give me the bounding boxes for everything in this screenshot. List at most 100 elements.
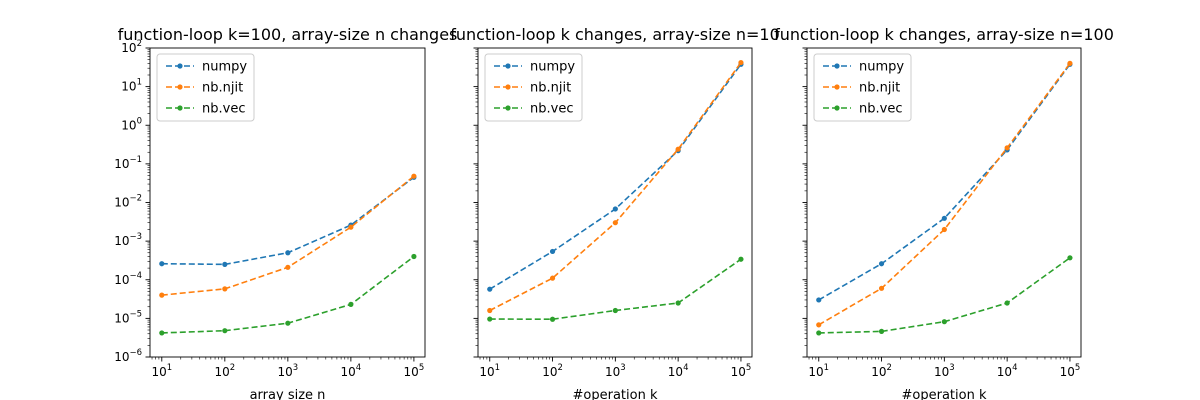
x-tick-label: 103	[934, 363, 955, 379]
legend: numpy nb.njit nb.vec	[156, 53, 255, 122]
data-point	[1067, 60, 1073, 66]
y-tick-label: 10−6	[114, 348, 142, 364]
data-point	[285, 320, 291, 326]
legend-marker	[505, 63, 511, 69]
data-point	[411, 173, 417, 179]
data-point	[348, 301, 354, 308]
series-nb-njit	[816, 60, 1073, 328]
series-nb-vec	[159, 253, 417, 336]
legend-label: nb.vec	[530, 102, 573, 117]
y-tick-label: 10−4	[114, 271, 142, 287]
data-point	[487, 307, 493, 314]
series-nb-vec	[816, 255, 1073, 336]
y-tick-label: 102	[121, 39, 142, 55]
data-point	[816, 322, 822, 328]
subplot-1: function-loop k=100, array-size n change…	[114, 25, 457, 400]
data-point	[222, 286, 228, 292]
data-point	[738, 256, 744, 262]
subplot-3: function-loop k changes, array-size n=10…	[774, 25, 1114, 400]
legend-marker	[177, 63, 183, 69]
data-point	[612, 220, 618, 226]
series-nb-njit	[487, 59, 744, 314]
x-tick-label: 104	[341, 363, 362, 379]
x-tick-label: 104	[668, 363, 689, 379]
data-point	[549, 248, 556, 255]
x-tick-label: 102	[871, 363, 892, 379]
series-line	[818, 63, 1071, 301]
y-tick-label: 10−1	[114, 155, 142, 171]
x-axis-label: array size n	[250, 388, 326, 400]
data-point	[159, 261, 165, 267]
legend-label: nb.njit	[202, 81, 243, 96]
x-tick-label: 101	[808, 363, 829, 379]
legend: numpy nb.njit nb.vec	[484, 53, 583, 122]
legend-label: nb.vec	[202, 102, 245, 117]
data-point	[285, 264, 291, 270]
data-point	[348, 224, 354, 230]
series-line	[161, 175, 415, 296]
legend-marker	[505, 84, 511, 90]
x-tick-label: 103	[605, 363, 626, 379]
legend-label: numpy	[530, 60, 575, 75]
legend-label: numpy	[202, 60, 247, 75]
data-point	[675, 146, 681, 152]
subplot-title: function-loop k changes, array-size n=10…	[774, 25, 1114, 44]
legend-box	[156, 53, 255, 122]
data-point	[941, 319, 947, 325]
data-point	[222, 328, 228, 334]
x-tick-label: 105	[1060, 363, 1081, 379]
data-point	[487, 286, 493, 292]
legend: numpy nb.njit nb.vec	[813, 53, 912, 122]
x-tick-label: 102	[214, 363, 235, 379]
legend-marker	[834, 63, 840, 69]
x-tick-label: 101	[151, 363, 172, 379]
data-point	[878, 285, 885, 291]
x-tick-label: 103	[277, 363, 298, 379]
data-point	[612, 206, 618, 212]
series-nb-njit	[159, 173, 417, 298]
data-point	[941, 215, 947, 221]
data-point	[612, 307, 618, 314]
data-point	[816, 297, 822, 303]
x-axis-label: #operation k	[573, 388, 658, 400]
y-tick-label: 101	[121, 78, 142, 94]
legend-marker	[177, 105, 183, 111]
data-point	[1067, 255, 1073, 261]
legend-marker	[834, 84, 840, 90]
series-nb-vec	[487, 256, 744, 322]
axes-frame	[477, 47, 753, 358]
legend-label: nb.njit	[530, 81, 571, 96]
data-point	[487, 316, 493, 322]
data-point	[159, 330, 165, 336]
data-point	[411, 253, 417, 260]
legend-label: nb.njit	[859, 81, 900, 96]
data-point	[738, 59, 744, 66]
data-point	[285, 250, 291, 256]
series-numpy	[159, 174, 417, 267]
x-tick-label: 102	[542, 363, 563, 379]
legend-marker	[834, 105, 840, 111]
legend-marker	[505, 105, 511, 111]
axes-frame	[149, 47, 426, 358]
legend-marker	[177, 84, 183, 90]
y-tick-label: 10−3	[114, 232, 142, 248]
x-axis-label: #operation k	[902, 388, 987, 400]
data-point	[549, 316, 556, 322]
legend-label: nb.vec	[859, 102, 902, 117]
data-point	[878, 261, 885, 267]
subplot-2: function-loop k changes, array-size n=10…	[450, 25, 780, 400]
y-tick-label: 10−2	[114, 194, 142, 210]
y-tick-label: 10−5	[114, 309, 142, 325]
subplot-title: function-loop k changes, array-size n=10	[450, 25, 780, 44]
x-tick-label: 104	[997, 363, 1018, 379]
x-tick-label: 105	[731, 363, 752, 379]
x-tick-label: 105	[404, 363, 425, 379]
data-point	[549, 275, 556, 281]
data-point	[675, 300, 681, 306]
data-point	[1004, 300, 1010, 306]
data-point	[941, 226, 947, 233]
axes-frame	[806, 47, 1082, 358]
legend-box	[484, 53, 583, 122]
legend-label: numpy	[859, 60, 904, 75]
